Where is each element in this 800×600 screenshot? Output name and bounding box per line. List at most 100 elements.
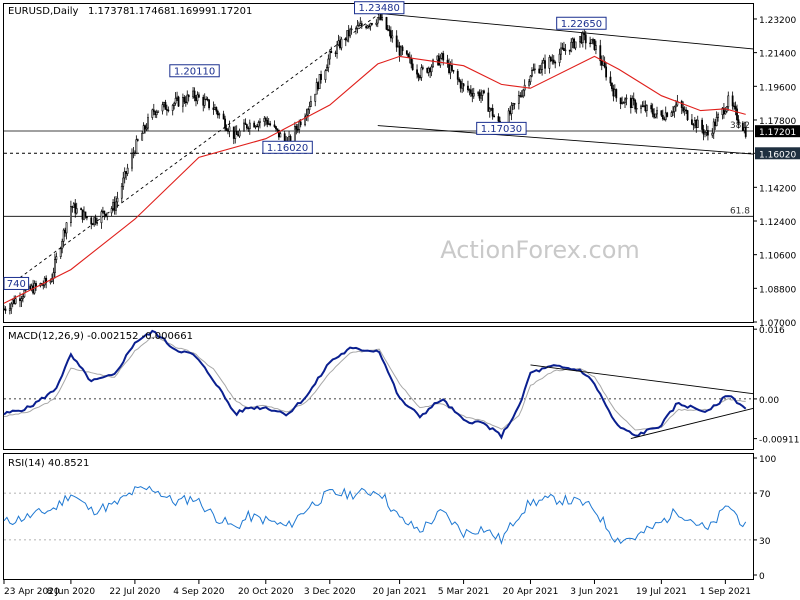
candle-183: [376, 17, 379, 28]
price-title: EURUSD,Daily: [8, 6, 79, 17]
candle-129: [266, 116, 269, 128]
candle-122: [253, 120, 256, 128]
candle-223: [458, 77, 461, 83]
candle-356: [727, 91, 730, 111]
candle-330: [675, 100, 677, 112]
candle-302: [619, 97, 622, 110]
candle-96: [197, 92, 200, 98]
candle-29: [62, 228, 65, 248]
candle-170: [349, 27, 352, 39]
candle-66: [136, 138, 139, 142]
price-trendline-1: [379, 12, 754, 50]
candle-189: [388, 25, 391, 37]
candle-342: [701, 117, 703, 134]
candle-174: [357, 21, 360, 27]
candle-273: [560, 42, 562, 60]
annotation-text-1: 1.22650: [561, 19, 602, 30]
x-tick-9: 3 Jun 2021: [570, 587, 618, 597]
candle-231: [472, 87, 475, 99]
candle-306: [625, 94, 628, 106]
candle-46: [96, 217, 98, 226]
annotation-text-3: 1.17030: [481, 124, 522, 135]
candle-151: [309, 95, 312, 108]
candle-172: [355, 26, 357, 35]
support-badge: [755, 147, 800, 160]
candle-70: [145, 123, 148, 132]
candle-57: [120, 183, 123, 203]
candle-237: [487, 87, 490, 112]
macd-title: MACD(12,26,9) -0.002152 -0.000661: [8, 331, 193, 342]
last-price-label: 1.17201: [759, 128, 796, 138]
macd-tick-0: 0.016: [759, 326, 785, 336]
candle-259: [531, 67, 533, 78]
candle-40: [84, 211, 87, 219]
candle-158: [325, 64, 328, 72]
candle-191: [391, 29, 394, 43]
macd-line: [3, 329, 747, 440]
candle-275: [563, 41, 565, 51]
candle-2: [8, 303, 11, 315]
candle-81: [167, 106, 170, 113]
candle-326: [666, 111, 669, 118]
candle-45: [94, 214, 97, 226]
candle-105: [216, 109, 219, 119]
candle-95: [196, 91, 199, 105]
candle-316: [645, 104, 648, 117]
candle-341: [696, 115, 699, 128]
fib-label-0: 38.2: [730, 121, 750, 131]
candle-73: [152, 103, 155, 116]
annotation-1.22650: 1.22650: [556, 16, 607, 30]
x-tick-5: 3 Dec 2020: [304, 587, 356, 597]
candle-350: [715, 111, 718, 127]
candle-28: [61, 238, 64, 254]
candle-107: [222, 110, 225, 120]
x-tick-2: 22 Jul 2020: [109, 587, 160, 597]
candle-359: [734, 101, 737, 116]
rsi-panel-frame: [3, 453, 754, 580]
candle-211: [432, 58, 434, 68]
candle-58: [122, 171, 125, 190]
candle-47: [100, 209, 103, 229]
x-tick-10: 19 Jul 2021: [636, 587, 687, 597]
macd-trendline-1: [630, 408, 754, 439]
candle-61: [126, 163, 129, 177]
candle-323: [661, 109, 664, 121]
candle-296: [605, 63, 608, 81]
price-tick-1: 1.21400: [759, 50, 796, 60]
price-tick-3: 1.17800: [759, 117, 796, 127]
candle-267: [548, 54, 551, 74]
last-price-badge: [755, 125, 800, 138]
x-tick-1: 8 Jun 2020: [47, 587, 96, 597]
candle-276: [564, 43, 567, 55]
macd-tick-1: 0.00: [759, 396, 779, 406]
price-trendline-0: [5, 13, 380, 289]
candle-1: [4, 306, 7, 314]
price-tick-9: 1.07000: [759, 319, 796, 329]
candle-72: [151, 108, 154, 120]
candle-144: [296, 124, 299, 134]
candle-79: [164, 99, 167, 110]
candle-136: [279, 131, 282, 138]
x-tick-11: 1 Sep 2021: [700, 587, 751, 597]
candle-186: [381, 13, 384, 22]
candle-195: [400, 45, 402, 56]
candle-156: [320, 70, 322, 84]
candle-215: [440, 52, 443, 60]
candle-203: [417, 72, 420, 82]
candle-171: [350, 25, 353, 35]
candle-111: [228, 120, 231, 138]
candle-234: [480, 89, 482, 103]
candle-240: [491, 104, 494, 120]
candle-320: [654, 113, 657, 119]
candle-318: [651, 103, 654, 118]
macd-tick-2: -0.009116: [759, 436, 800, 446]
candle-241: [493, 114, 496, 118]
candle-88: [183, 95, 186, 105]
candle-69: [144, 124, 146, 134]
candle-301: [615, 88, 618, 102]
candle-348: [712, 118, 715, 139]
candle-31: [65, 222, 68, 240]
candle-56: [116, 191, 119, 208]
candle-106: [218, 112, 221, 119]
candle-312: [640, 104, 642, 114]
